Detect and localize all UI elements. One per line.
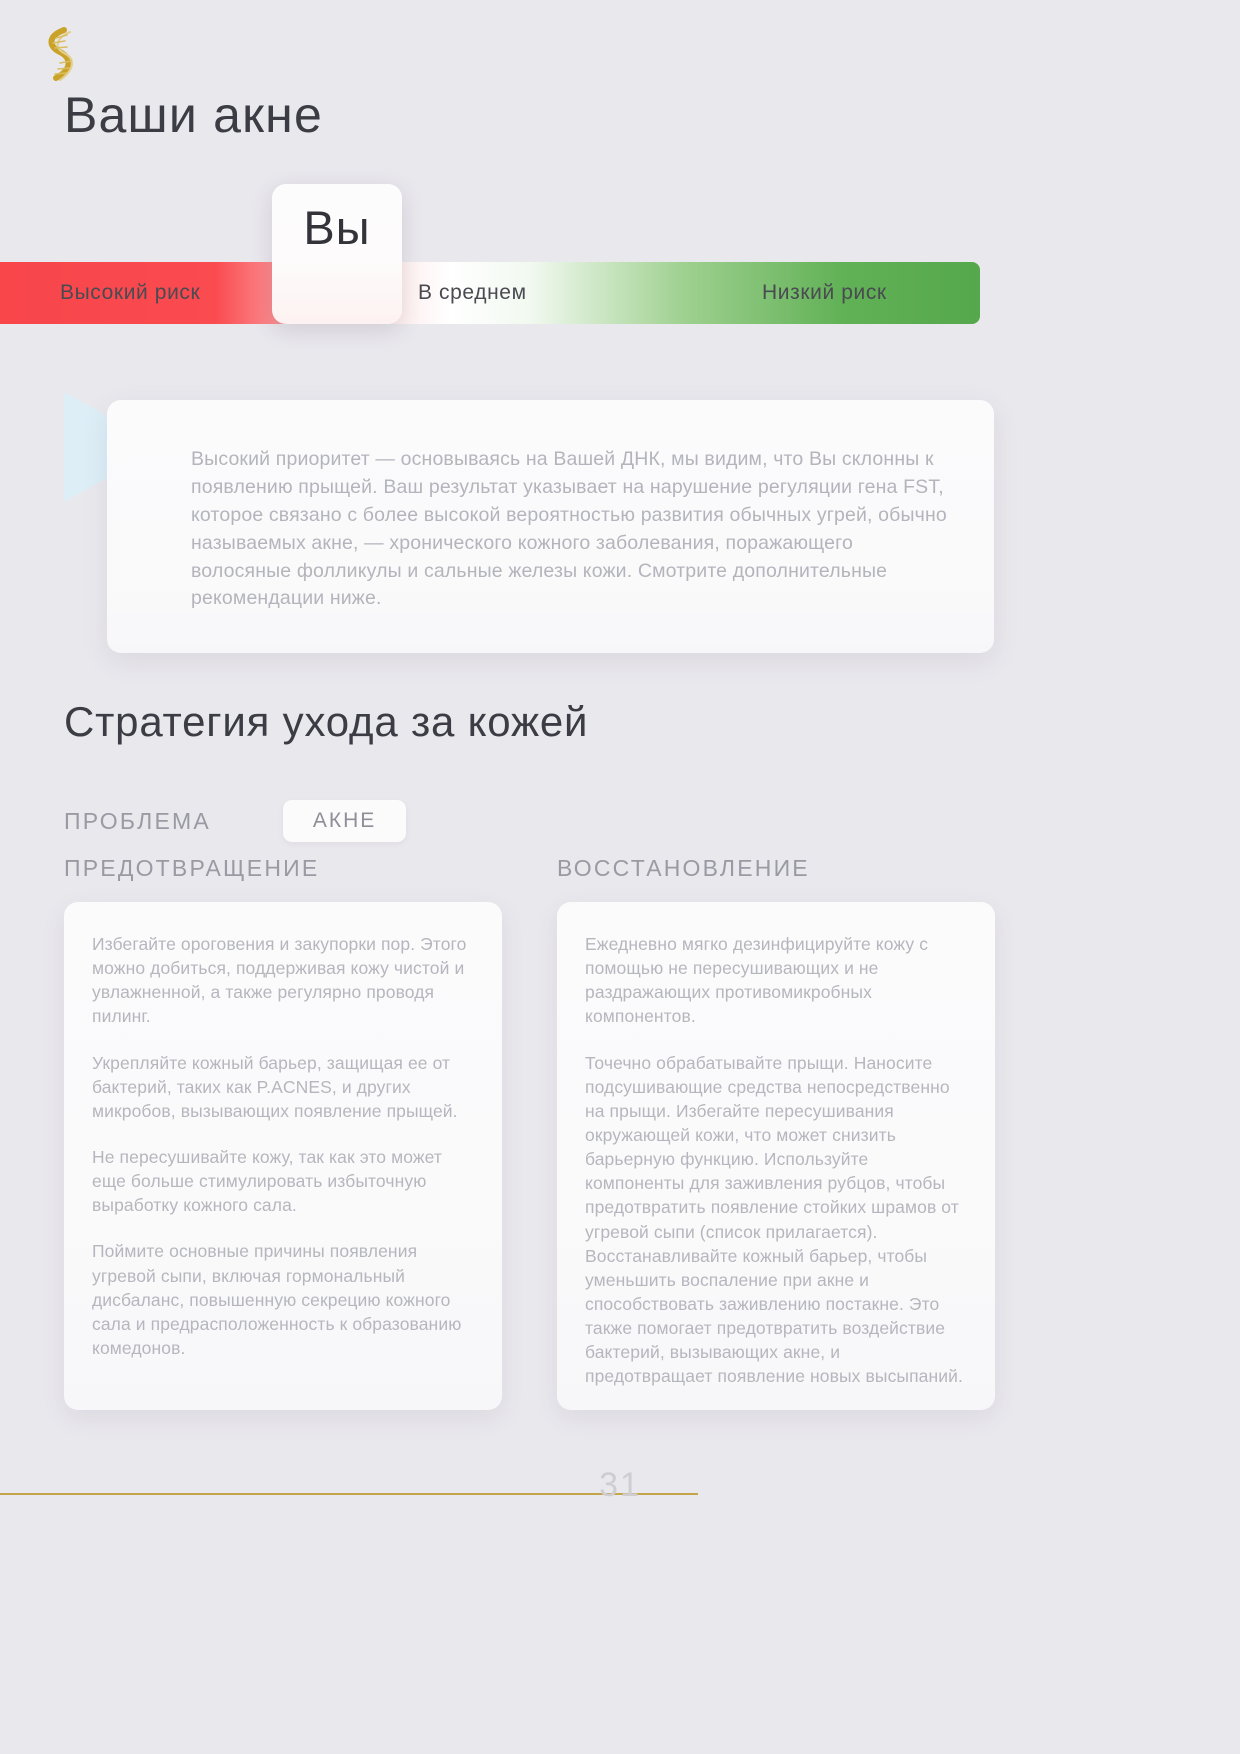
you-marker: Вы xyxy=(272,184,402,324)
risk-label-mid: В среднем xyxy=(418,281,527,304)
callout-card: Высокий приоритет — основываясь на Вашей… xyxy=(107,400,994,654)
prevention-paragraph: Поймите основные причины появления угрев… xyxy=(92,1241,462,1358)
section-title: Стратегия ухода за кожей xyxy=(64,698,589,745)
problem-chip: АКНЕ xyxy=(282,800,407,842)
prevention-paragraph: Не пересушивайте кожу, так как это может… xyxy=(92,1146,443,1216)
risk-scale: Высокий риск В среднем Низкий риск xyxy=(0,262,980,324)
you-marker-label: Вы xyxy=(303,201,371,254)
recovery-card: Ежедневно мягко дезинфицируйте кожу с по… xyxy=(557,902,995,1410)
footer-rule xyxy=(0,1493,698,1495)
callout-text: Высокий приоритет — основываясь на Вашей… xyxy=(191,448,947,610)
problem-label: ПРОБЛЕМА xyxy=(64,807,211,834)
prevention-paragraph: Укрепляйте кожный барьер, защищая ее от … xyxy=(92,1052,458,1121)
column-heading-recovery: ВОССТАНОВЛЕНИЕ xyxy=(557,855,810,881)
page-title: Ваши акне xyxy=(64,87,323,143)
risk-label-low: Низкий риск xyxy=(762,281,887,304)
dna-helix-icon xyxy=(34,24,90,88)
prevention-paragraph: Избегайте ороговения и закупорки пор. Эт… xyxy=(92,934,467,1027)
problem-row: ПРОБЛЕМА АКНЕ xyxy=(64,800,407,842)
page-number: 31 xyxy=(599,1466,641,1504)
risk-label-high: Высокий риск xyxy=(60,281,201,304)
prevention-card: Избегайте ороговения и закупорки пор. Эт… xyxy=(64,902,502,1410)
recovery-paragraph: Точечно обрабатывайте прыщи. Наносите по… xyxy=(585,1052,963,1387)
column-heading-prevention: ПРЕДОТВРАЩЕНИЕ xyxy=(64,855,320,881)
risk-gradient-bar xyxy=(0,262,980,324)
recovery-paragraph: Ежедневно мягко дезинфицируйте кожу с по… xyxy=(585,934,929,1027)
